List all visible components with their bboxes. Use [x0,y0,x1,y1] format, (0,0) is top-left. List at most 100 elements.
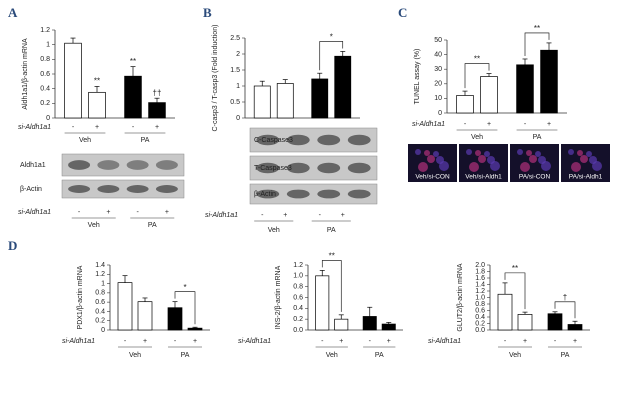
cell-stain [484,151,490,157]
blot-band [155,185,178,193]
blot-band [155,160,178,170]
bar [137,301,153,331]
group-label: Veh [509,352,521,359]
blot-band [256,134,280,146]
bar [276,83,294,119]
cell-stain [538,156,546,164]
y-tick-label: 0.0 [293,327,303,334]
y-tick-label: 0.2 [40,100,50,107]
cell-stain [529,155,537,163]
x-tick-label: - [321,338,324,345]
y-tick-label: 0.2 [475,320,485,327]
blot-band [286,189,310,199]
y-tick-label: 2 [236,51,240,58]
blot-label: T-Caspase3 [254,165,292,172]
blot-band [97,185,120,193]
y-axis-label: TUNEL assay (%) [414,49,421,105]
blot-band [317,162,341,174]
blot-label: Aldh1a1 [20,162,46,169]
blot-band [126,160,149,170]
cell-stain [433,151,439,157]
cell-stain [568,149,574,155]
blot-group: PA [148,222,157,229]
cell-stain [418,162,428,172]
bar [497,293,513,331]
blot-band [347,134,371,146]
x-tick-label: - [174,338,177,345]
y-axis-label: Aldh1a1/β-actin mRNA [22,38,29,110]
y-tick-label: 40 [434,51,442,58]
bar [567,324,583,331]
group-label: Veh [79,137,91,144]
panel-letter: A [8,5,18,20]
panel-letter: C [398,5,407,20]
x-tick-label: - [464,121,467,128]
y-tick-label: 1 [236,83,240,90]
x-tick-label: + [283,212,287,219]
bar [517,314,533,331]
blot-label: β-Actin [20,186,42,193]
y-tick-label: 1.6 [475,275,485,282]
y-tick-label: 1.2 [475,288,485,295]
blot-group: Veh [88,222,100,229]
significance-label: ** [329,252,335,261]
cell-stain [427,155,435,163]
group-label: PA [533,134,542,141]
bar [547,313,563,331]
group-label: PA [561,352,570,359]
group-label: Veh [129,352,141,359]
micrograph-label: PA/si-Aldh1 [569,174,603,181]
x-tick-label: + [339,338,343,345]
y-axis-label: GLUT2/β-actin mRNA [457,263,464,332]
y-tick-label: 0.4 [475,314,485,321]
x-tick-label: + [573,338,577,345]
cell-stain [577,150,583,156]
x-tick-label: + [143,338,147,345]
blot-band [68,160,91,170]
y-tick-label: 0.8 [40,56,50,63]
y-tick-label: 1.8 [475,268,485,275]
y-tick-label: 0 [101,327,105,334]
y-tick-label: 1.0 [475,294,485,301]
x-tick-label: - [524,121,527,128]
si-label: si-Aldh1a1 [205,212,238,219]
significance-bracket [504,272,526,310]
bar [334,55,352,119]
y-tick-label: 1.2 [95,271,105,278]
x-tick-label: + [155,124,159,131]
bar [516,64,534,114]
y-tick-label: 30 [434,66,442,73]
y-tick-label: 20 [434,81,442,88]
y-tick-label: 0.2 [293,316,303,323]
cell-stain [520,162,530,172]
y-axis-label: C-casp3 / T-casp3 (Fold induction) [212,25,219,132]
si-label: si-Aldh1a1 [238,338,271,345]
cell-stain [469,162,479,172]
cell-stain [580,155,588,163]
blot-band [286,134,310,146]
si-label: si-Aldh1a1 [18,124,51,131]
y-tick-label: 0 [236,115,240,122]
y-tick-label: 1.0 [293,273,303,280]
bar [148,102,166,119]
blot [249,183,378,205]
cell-stain [487,156,495,164]
y-tick-label: 0 [46,115,50,122]
y-tick-label: 0.6 [40,71,50,78]
x-tick-label: - [124,338,127,345]
cell-stain [475,150,481,156]
significance-label: ** [130,57,136,66]
significance-bracket [174,291,196,325]
cell-stain [589,156,597,164]
y-tick-label: 1.4 [95,262,105,269]
blot-category: - [78,209,81,216]
blot-category: - [136,209,139,216]
bar [64,42,82,119]
cell-stain [478,155,486,163]
significance-label: ** [474,55,480,64]
blot-band [286,162,310,174]
panel-letter: D [8,238,17,253]
y-tick-label: 0.4 [40,86,50,93]
bar [315,275,330,331]
blot-label: C-Caspase3 [254,137,293,144]
